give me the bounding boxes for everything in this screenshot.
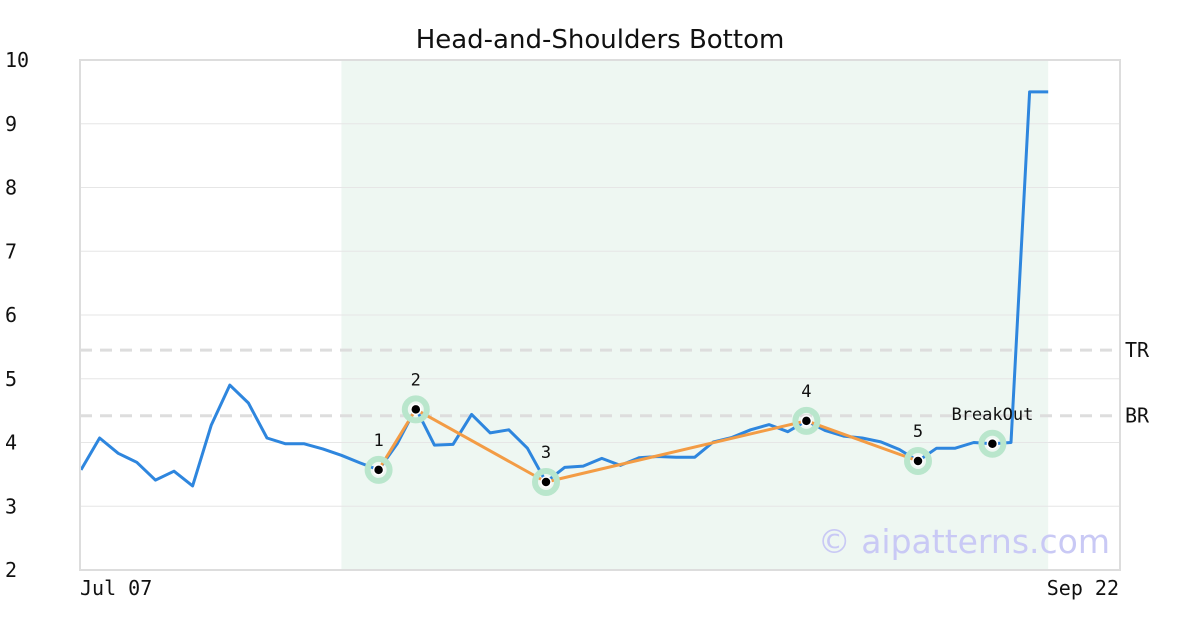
chart-title: Head-and-Shoulders Bottom <box>416 25 785 55</box>
reference-line-label: BR <box>1125 404 1150 428</box>
pattern-point-halo <box>401 395 430 424</box>
plot-frame <box>79 59 1121 571</box>
y-axis-ticks: 2 3 4 5 6 7 8 9 10 <box>5 48 29 582</box>
pattern-point-label: 5 <box>913 422 923 442</box>
pattern-point-label: 2 <box>411 370 421 390</box>
x-tick-label: Sep 22 <box>1047 576 1119 600</box>
pattern-point-marker <box>540 476 552 488</box>
pattern-point-label: 1 <box>373 431 383 451</box>
x-tick-label: Jul 07 <box>80 576 152 600</box>
y-tick-label: 7 <box>5 239 17 263</box>
pattern-point-halo <box>532 468 560 497</box>
pattern-point-halo <box>792 406 821 435</box>
pattern-point-marker <box>410 403 422 416</box>
pattern-point-halo <box>364 455 393 484</box>
y-tick-label: 9 <box>5 112 17 136</box>
y-tick-label: 5 <box>5 367 17 391</box>
grid <box>80 123 1120 507</box>
y-tick-label: 6 <box>5 303 17 327</box>
price-series-line <box>79 90 1049 488</box>
watermark: © aipatterns.com <box>818 522 1110 561</box>
y-tick-label: 3 <box>5 494 17 518</box>
x-axis-ticks: Jul 07 Sep 22 <box>80 576 1119 600</box>
pattern-points: 1 2 3 4 5 BreakOut <box>364 370 1033 497</box>
pattern-point-marker <box>800 415 813 427</box>
pattern-point-halo <box>904 446 932 475</box>
y-tick-label: 8 <box>5 176 17 200</box>
pattern-point-halo <box>978 429 1007 458</box>
pattern-point-marker <box>912 455 924 467</box>
pattern-point-marker <box>986 438 999 450</box>
reference-line-label: TR <box>1125 338 1150 362</box>
y-tick-label: 2 <box>5 558 17 582</box>
y-tick-label: 10 <box>5 48 29 72</box>
pattern-point-label: 3 <box>541 443 551 463</box>
pattern-point-label: 4 <box>801 382 811 402</box>
pattern-point-marker <box>372 464 385 476</box>
y-tick-label: 4 <box>5 431 17 455</box>
reference-lines: TR BR <box>80 338 1150 428</box>
pattern-point-label: BreakOut <box>951 405 1033 425</box>
